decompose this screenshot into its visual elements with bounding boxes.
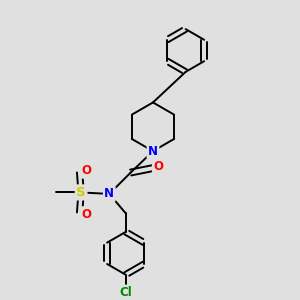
Text: O: O [81, 208, 91, 220]
Text: N: N [148, 145, 158, 158]
Text: O: O [81, 164, 91, 177]
Text: S: S [76, 186, 86, 199]
Text: N: N [104, 188, 114, 200]
Text: O: O [153, 160, 163, 173]
Text: Cl: Cl [119, 286, 132, 299]
